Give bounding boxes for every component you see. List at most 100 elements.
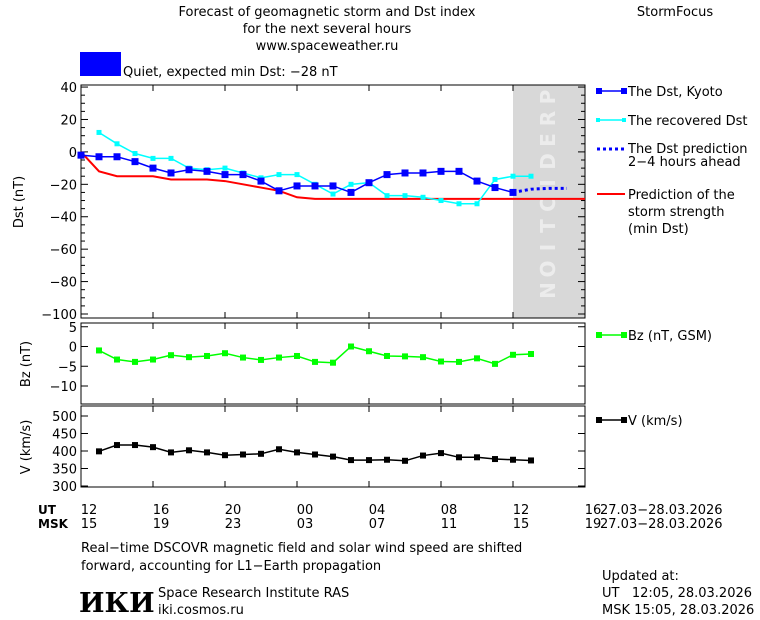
v-point [510,456,516,463]
v-point [456,454,462,461]
recovered-dst-point [438,198,444,204]
dst-kyoto-point [149,164,157,172]
v-point [186,447,192,454]
prediction-letter: O [536,260,560,277]
legend-dst-kyoto: The Dst, Kyoto [596,85,723,100]
v-point [240,451,246,458]
x-tick-label-msk: 15 [513,517,530,532]
x-tick-label-msk: 03 [297,517,314,532]
y-tick-label: −40 [50,211,77,226]
bz-point [366,348,372,355]
legend-bz-label: Bz (nT, GSM) [628,329,712,344]
recovered-dst-point [492,176,498,182]
y-tick-label: 0 [69,146,77,161]
legend-bz-marker [596,332,602,338]
bz-point [96,347,102,354]
v-point [276,446,282,453]
legend: The Dst, Kyoto The recovered Dst The Dst… [596,85,748,429]
v-point [474,454,480,461]
recovered-dst-point [510,173,516,179]
legend-v-label: V (km/s) [628,414,683,429]
legend-dst-kyoto-marker [621,88,627,94]
bz-point [294,352,300,359]
x-tick-label-ut: 08 [441,503,458,518]
recovered-dst-point [474,201,480,207]
bz-point [114,356,120,363]
bz-point [204,352,210,359]
v-point [330,453,336,460]
bz-point [168,352,174,359]
legend-recovered-label: The recovered Dst [627,114,747,129]
prediction-letter: I [536,244,560,251]
dst-kyoto-point [167,169,175,177]
v-point [204,449,210,456]
dst-kyoto-point [311,182,319,190]
x-tick-label-ut: 04 [369,503,386,518]
title-line-1: Forecast of geomagnetic storm and Dst in… [178,5,475,20]
bz-point [258,356,264,363]
v-axis-label: V (km/s) [19,420,34,475]
bz-point [492,360,498,367]
legend-prediction-line1: The Dst prediction [627,142,748,157]
v-point [96,448,102,455]
msk-date-range: 27.03−28.03.2026 [600,517,723,532]
prediction-letter: D [536,153,560,170]
y-tick-label: 450 [52,428,77,443]
recovered-dst-point [150,155,156,161]
v-point [348,457,354,464]
dst-axis-label: Dst (nT) [12,176,27,228]
v-point [384,456,390,463]
legend-v: V (km/s) [596,414,683,429]
v-point [150,444,156,451]
recovered-dst-point [276,172,282,178]
dst-panel-frame [80,84,586,319]
bz-point [438,358,444,365]
legend-recovered-marker [622,118,626,122]
v-point [258,450,264,457]
legend-dst-kyoto-label: The Dst, Kyoto [627,85,723,100]
x-tick-label-msk: 15 [81,517,98,532]
v-point [420,452,426,459]
bz-point [330,359,336,366]
institute-site-link[interactable]: iki.cosmos.ru [158,603,244,618]
y-tick-label: −5 [58,360,77,375]
bz-point [240,354,246,361]
bz-point [312,358,318,365]
legend-v-marker [621,417,627,423]
bz-point [420,354,426,361]
bz-point [456,358,462,365]
dst-kyoto-point [365,179,373,187]
v-point [312,451,318,458]
recovered-dst-point [132,151,138,157]
v-point [438,450,444,457]
updated-label: Updated at: [602,569,679,584]
dst-kyoto-point [437,167,445,175]
updated-msk: MSK 15:05, 28.03.2026 [602,603,754,618]
dst-kyoto-point [473,177,481,185]
legend-storm-line2: storm strength [628,205,725,220]
x-tick-label-msk: 07 [369,517,386,532]
dst-kyoto-point [239,171,247,179]
recovered-dst-point [222,165,228,171]
y-tick-label: 300 [52,480,77,495]
status-text: Quiet, expected min Dst: −28 nT [123,65,338,80]
y-tick-label: 40 [60,81,77,96]
dst-kyoto-point [95,153,103,161]
storm-strength-line [80,151,585,200]
recovered-dst-point [294,172,300,178]
recovered-dst-point [384,193,390,199]
legend-v-marker [596,417,602,423]
x-tick-label-msk: 19 [153,517,170,532]
recovered-dst-point [348,181,354,187]
prediction-letter: T [536,219,560,233]
x-tick-label-ut: 16 [585,503,602,518]
ut-label: UT [38,503,57,517]
y-tick-label: 5 [69,321,77,336]
v-point [168,449,174,456]
prediction-letter: N [536,282,560,299]
dst-kyoto-point [419,169,427,177]
legend-prediction-line2: 2−4 hours ahead [628,155,741,170]
bz-point [528,351,534,358]
y-tick-label: −60 [50,243,77,258]
